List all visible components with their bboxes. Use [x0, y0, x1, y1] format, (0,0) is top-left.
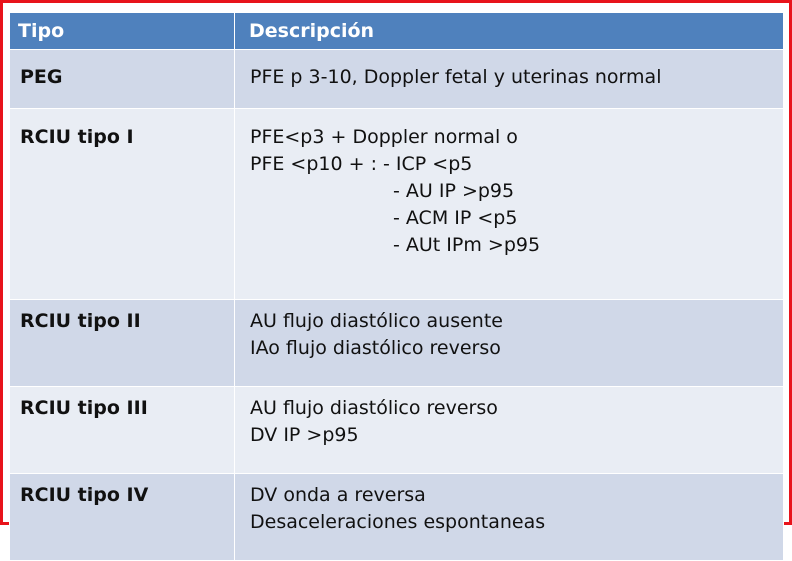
table-row: RCIU tipo III AU flujo diastólico revers…	[9, 386, 784, 474]
table-row: RCIU tipo I PFE<p3 + Doppler normal o PF…	[9, 108, 784, 300]
descripcion-line: - AUt IPm >p95	[393, 234, 541, 256]
descripcion-line: DV IP >p95	[250, 424, 359, 446]
descripcion-cell: PFE p 3-10, Doppler fetal y uterinas nor…	[234, 49, 784, 109]
descripcion-cell: PFE<p3 + Doppler normal o PFE <p10 + : -…	[234, 108, 784, 300]
descripcion-line: AU flujo diastólico ausente	[250, 310, 503, 332]
descripcion-line: PFE<p3 + Doppler normal o	[250, 126, 518, 148]
descripcion-line: DV onda a reversa	[250, 484, 426, 506]
descripcion-line: PFE p 3-10, Doppler fetal y uterinas nor…	[250, 66, 662, 88]
table-row: PEG PFE p 3-10, Doppler fetal y uterinas…	[9, 49, 784, 109]
tipo-cell: PEG	[9, 49, 235, 109]
descripcion-line: - ACM IP <p5	[393, 207, 518, 229]
table-header-row: Tipo Descripción	[9, 12, 784, 50]
descripcion-line: IAo flujo diastólico reverso	[250, 337, 501, 359]
growth-restriction-table: Tipo Descripción PEG PFE p 3-10, Doppler…	[9, 12, 784, 561]
tipo-cell: RCIU tipo IV	[9, 473, 235, 561]
header-descripcion: Descripción	[234, 12, 784, 50]
table-row: RCIU tipo II AU flujo diastólico ausente…	[9, 299, 784, 387]
tipo-cell: RCIU tipo II	[9, 299, 235, 387]
header-tipo: Tipo	[9, 12, 235, 50]
tipo-cell: RCIU tipo III	[9, 386, 235, 474]
tipo-cell: RCIU tipo I	[9, 108, 235, 300]
descripcion-cell: AU flujo diastólico reverso DV IP >p95	[234, 386, 784, 474]
table-row: RCIU tipo IV DV onda a reversa Desaceler…	[9, 473, 784, 561]
descripcion-cell: AU flujo diastólico ausente IAo flujo di…	[234, 299, 784, 387]
descripcion-line: - AU IP >p95	[393, 180, 515, 202]
descripcion-line: PFE <p10 + : - ICP <p5	[250, 153, 473, 175]
descripcion-line: Desaceleraciones espontaneas	[250, 511, 546, 533]
descripcion-cell: DV onda a reversa Desaceleraciones espon…	[234, 473, 784, 561]
descripcion-line: AU flujo diastólico reverso	[250, 397, 498, 419]
